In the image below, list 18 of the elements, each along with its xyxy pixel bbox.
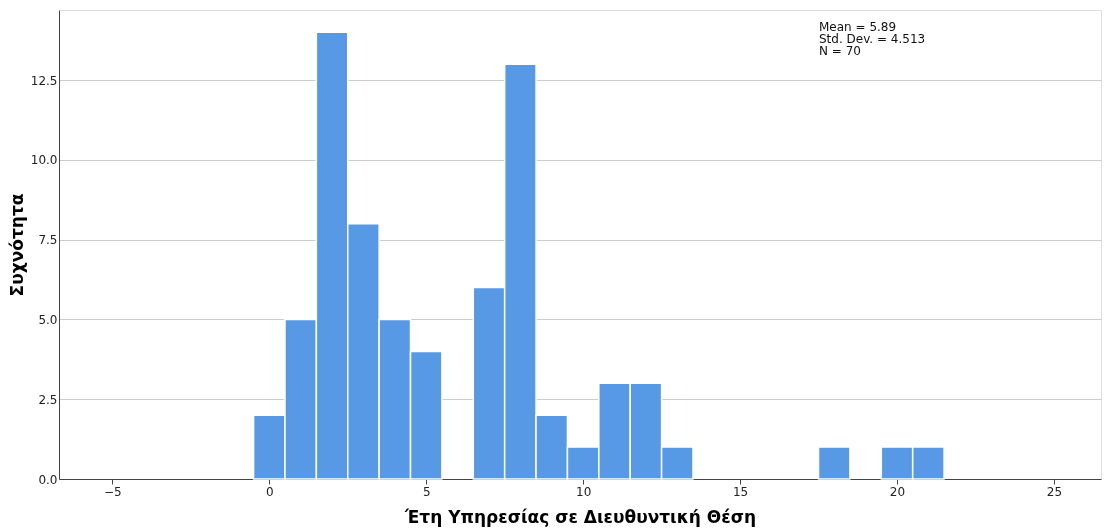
x-tick-label: 15 <box>732 484 749 499</box>
y-tick-label: 10.0 <box>30 153 58 168</box>
y-tick-label: 2.5 <box>38 392 58 407</box>
x-tick-label: 5 <box>422 484 431 499</box>
x-tick-label: 25 <box>1046 484 1063 499</box>
annotation: Std. Dev. = 4.513 <box>819 32 926 46</box>
annotation: N = 70 <box>819 44 861 58</box>
y-tick-label: 0.0 <box>38 472 58 487</box>
x-tick-label: −5 <box>104 484 122 499</box>
x-axis-title: Έτη Υπηρεσίας σε Διευθυντική Θέση <box>403 506 757 527</box>
y-axis-title: Συχνότητα <box>6 193 27 297</box>
x-tick-label: 20 <box>889 484 906 499</box>
x-tick-label: 10 <box>576 484 592 499</box>
x-tick-label: 0 <box>265 484 274 499</box>
y-tick-label: 5.0 <box>38 312 58 327</box>
annotation: Mean = 5.89 <box>819 20 897 34</box>
y-tick-label: 12.5 <box>30 73 58 88</box>
y-tick-label: 7.5 <box>38 233 58 248</box>
